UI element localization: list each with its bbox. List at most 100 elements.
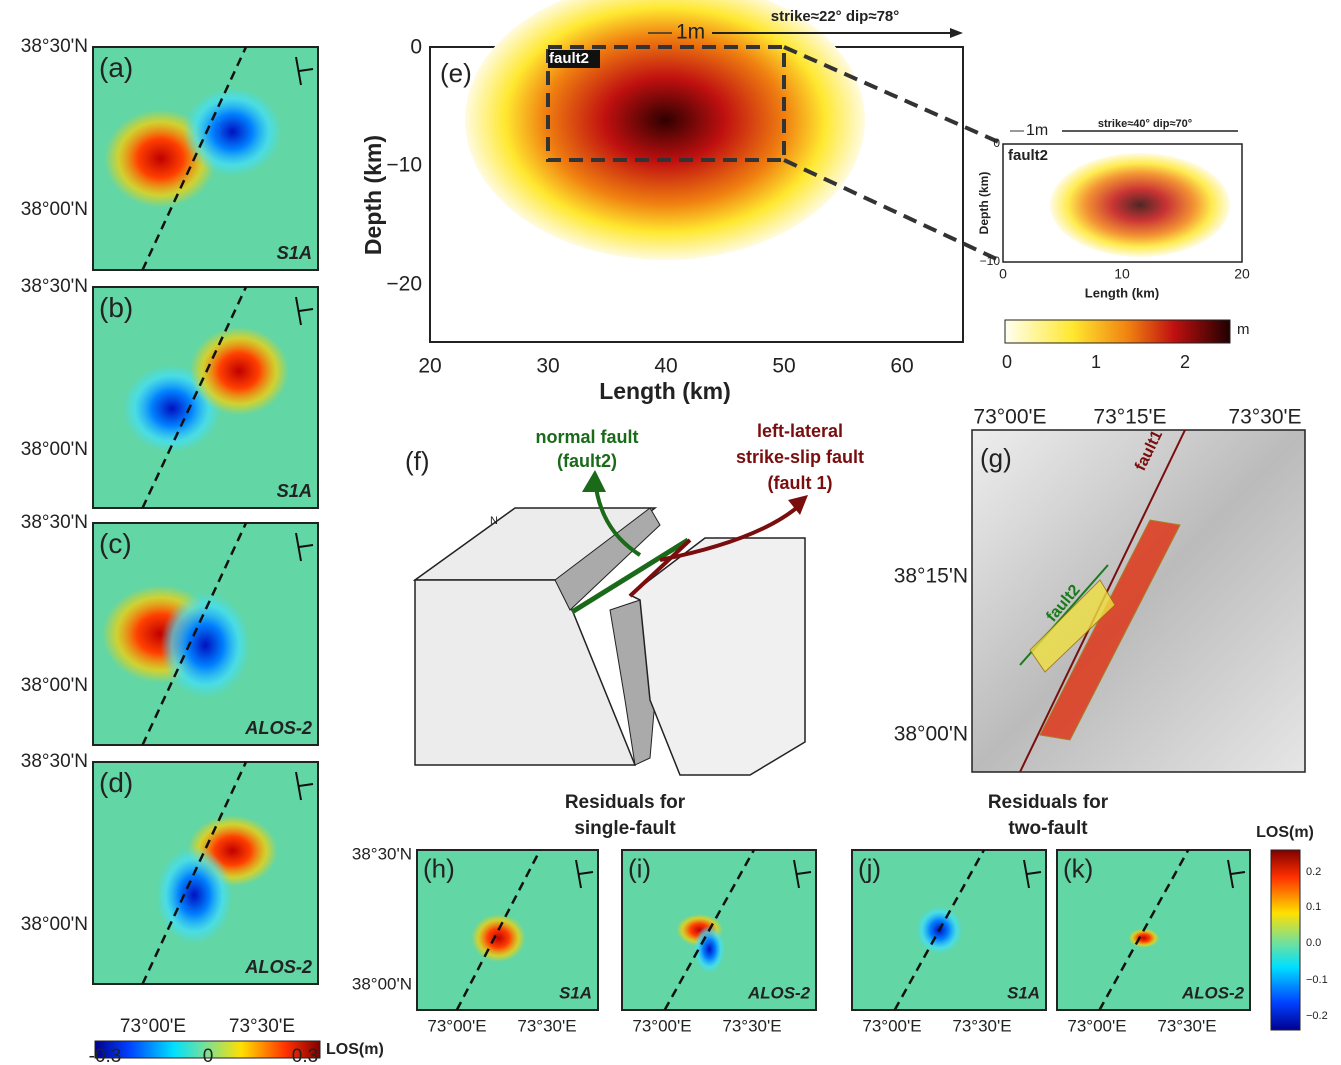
x-tick-label: 30 — [536, 355, 559, 378]
lon-label: 73°00'E — [120, 1016, 186, 1037]
colorbar-tick: −0.2 — [1306, 1010, 1328, 1022]
residual-title: Residuals for — [988, 792, 1109, 813]
lat-label: 38°00'N — [352, 974, 412, 993]
sensor-label: ALOS-2 — [1181, 983, 1245, 1002]
colorbar-tick: -0.3 — [89, 1046, 122, 1065]
lon-label: 73°00'E — [862, 1016, 921, 1035]
arrow-head — [950, 28, 963, 38]
colorbar-tick: 0.3 — [292, 1046, 318, 1065]
deformation-lobe — [190, 327, 289, 415]
lon-label: 73°30'E — [1228, 406, 1301, 429]
strike-slip-label: (fault 1) — [768, 473, 833, 493]
colorbar-tick: 2 — [1180, 352, 1190, 372]
x-tick-label: 20 — [418, 355, 441, 378]
y-tick-label: −20 — [386, 273, 422, 296]
lon-label: 73°00'E — [973, 406, 1046, 429]
inset-fault: fault2 — [1008, 147, 1048, 164]
inset-strike: strike≈40° dip≈70° — [1098, 118, 1192, 130]
x-tick-label: 40 — [654, 355, 677, 378]
panel-e: fault2 (e) 1m strike≈22° dip≈78° Depth (… — [360, 0, 1003, 404]
panel-label: (f) — [405, 446, 430, 476]
lat-label: 38°30'N — [21, 276, 88, 297]
inset: fault2 1m strike≈40° dip≈70° Depth (km) … — [977, 118, 1242, 301]
inset-scale: 1m — [1026, 122, 1048, 139]
lat-label: 38°30'N — [21, 512, 88, 533]
colorbar-tick: 1 — [1091, 352, 1101, 372]
lat-label: 38°00'N — [21, 675, 88, 696]
lat-label: 38°00'N — [21, 199, 88, 220]
panel-label: (h) — [423, 854, 455, 884]
panel-label: (g) — [980, 443, 1012, 473]
sensor-label: S1A — [1007, 983, 1040, 1002]
colorbar-tick: 0.1 — [1306, 901, 1321, 913]
residual-title: single-fault — [574, 818, 676, 839]
lat-label: 38°30'N — [21, 751, 88, 772]
lat-label: 38°00'N — [21, 914, 88, 935]
residual-colorbar — [1271, 850, 1300, 1030]
lat-label: 38°15'N — [894, 565, 968, 588]
residual-title: Residuals for — [565, 792, 686, 813]
sensor-label: ALOS-2 — [244, 957, 312, 977]
lat-label: 38°00'N — [894, 723, 968, 746]
deformation-lobe — [694, 925, 725, 973]
colorbar-unit: LOS(m) — [326, 1041, 384, 1058]
y-tick-label: 0 — [993, 136, 1000, 150]
x-tick-label: 60 — [890, 355, 913, 378]
colorbar-unit: m — [1237, 321, 1250, 338]
lon-label: 73°30'E — [517, 1016, 576, 1035]
panel-g: (g) — [972, 430, 1305, 772]
normal-fault-label: (fault2) — [557, 451, 617, 471]
y-tick-label: 0 — [410, 36, 422, 59]
x-axis-label: Length (km) — [599, 378, 731, 404]
panel-label: (a) — [99, 52, 133, 83]
strike-slip-label: left-lateral — [757, 421, 843, 441]
page: {"left_panels":[ {"label":"(a)","sensor"… — [0, 0, 1341, 1065]
lon-label: 73°00'E — [1067, 1016, 1126, 1035]
strike-dip: strike≈22° dip≈78° — [771, 8, 900, 25]
lat-label: 38°30'N — [21, 36, 88, 57]
panel-label: (j) — [858, 854, 881, 884]
x-tick-label: 0 — [999, 266, 1007, 282]
block-front — [415, 580, 635, 765]
lon-label: 73°30'E — [722, 1016, 781, 1035]
lon-label: 73°30'E — [952, 1016, 1011, 1035]
panel-label: (k) — [1063, 854, 1093, 884]
y-axis-label: Depth (km) — [360, 135, 386, 255]
strike-slip-label: strike-slip fault — [736, 447, 864, 467]
slip-field — [1050, 153, 1230, 257]
deformation-lobe — [183, 87, 282, 176]
residual-title: two-fault — [1008, 818, 1088, 839]
panel-f: N (f) — [405, 446, 808, 775]
lat-label: 38°00'N — [21, 439, 88, 460]
sensor-label: ALOS-2 — [244, 718, 312, 738]
lat-label: 38°30'N — [352, 844, 412, 863]
panel-label: (e) — [440, 58, 472, 88]
fault2-tag: fault2 — [549, 50, 589, 67]
colorbar-tick: −0.1 — [1306, 974, 1328, 986]
panel-label: (d) — [99, 767, 133, 798]
lon-label: 73°30'E — [1157, 1016, 1216, 1035]
colorbar-tick: 0 — [1002, 352, 1012, 372]
colorbar-tick: 0 — [203, 1046, 214, 1065]
scale-label: 1m — [676, 21, 705, 44]
colorbar-tick: 0.2 — [1306, 866, 1321, 878]
panel-label: (c) — [99, 528, 132, 559]
lon-label: 73°00'E — [427, 1016, 486, 1035]
panel-label: (i) — [628, 854, 651, 884]
lon-label: 73°30'E — [229, 1016, 295, 1037]
north-label: N — [490, 515, 498, 527]
x-tick-label: 20 — [1234, 266, 1250, 282]
colorbar-unit: LOS(m) — [1256, 824, 1314, 841]
slip-colorbar — [1005, 320, 1230, 343]
lon-label: 73°15'E — [1093, 406, 1166, 429]
normal-fault-label: normal fault — [535, 427, 638, 447]
colorbar-tick: 0.0 — [1306, 937, 1321, 949]
x-tick-label: 10 — [1114, 266, 1130, 282]
sensor-label: ALOS-2 — [747, 983, 811, 1002]
inset-ylabel: Depth (km) — [977, 172, 991, 235]
y-tick-label: −10 — [386, 154, 422, 177]
sensor-label: S1A — [277, 243, 312, 263]
lon-label: 73°00'E — [632, 1016, 691, 1035]
panel-label: (b) — [99, 292, 133, 323]
inset-xlabel: Length (km) — [1085, 285, 1159, 300]
